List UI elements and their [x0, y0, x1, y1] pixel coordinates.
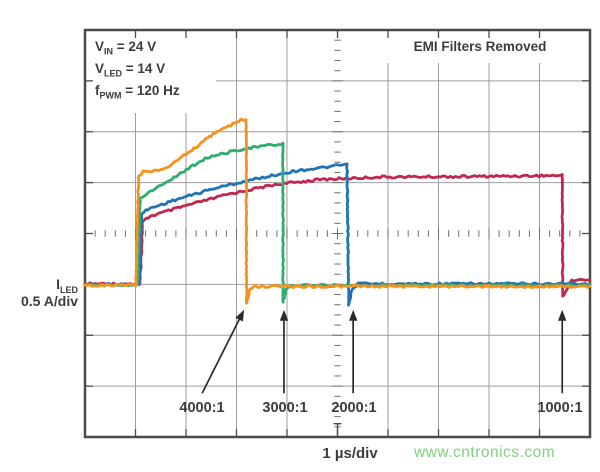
watermark-text: www.cntronics.com — [414, 444, 556, 461]
condition-sub: PWM — [99, 90, 122, 101]
ratio-arrows — [201, 309, 567, 394]
graticule — [83, 28, 592, 439]
test-conditions-box: VIN = 24 V VLED = 14 V fPWM = 120 Hz — [95, 36, 180, 102]
y-axis-scale: 0.5 A/div — [20, 293, 78, 309]
condition-base: V — [95, 61, 105, 76]
condition-value: = 24 V — [113, 39, 157, 54]
y-axis-signal: ILED — [0, 276, 78, 295]
trace-2000-1 — [83, 162, 592, 307]
condition-sub: LED — [104, 68, 123, 79]
condition-value: = 14 V — [122, 61, 166, 76]
condition-vin: VIN = 24 V — [95, 36, 180, 58]
ratio-label-4000-1: 4000:1 — [179, 400, 225, 416]
condition-fpwm: fPWM = 120 Hz — [95, 80, 180, 102]
x-axis-scale: 1 µs/div — [322, 445, 378, 462]
ratio-label-1000-1: 1000:1 — [537, 400, 583, 416]
condition-vled: VLED = 14 V — [95, 58, 180, 80]
trace-4000-1 — [83, 117, 592, 305]
trigger-marker — [333, 423, 342, 436]
condition-base: f — [95, 83, 100, 98]
signal-sub: LED — [60, 284, 78, 295]
condition-base: V — [95, 39, 105, 54]
y-axis-label: ILED 0.5 A/div — [0, 276, 78, 310]
scope-title: EMI Filters Removed — [413, 39, 547, 54]
condition-sub: IN — [104, 46, 114, 57]
signal-base: I — [56, 276, 60, 292]
ratio-label-3000-1: 3000:1 — [262, 400, 308, 416]
condition-value: = 120 Hz — [121, 83, 180, 98]
ratio-label-2000-1: 2000:1 — [331, 400, 377, 416]
